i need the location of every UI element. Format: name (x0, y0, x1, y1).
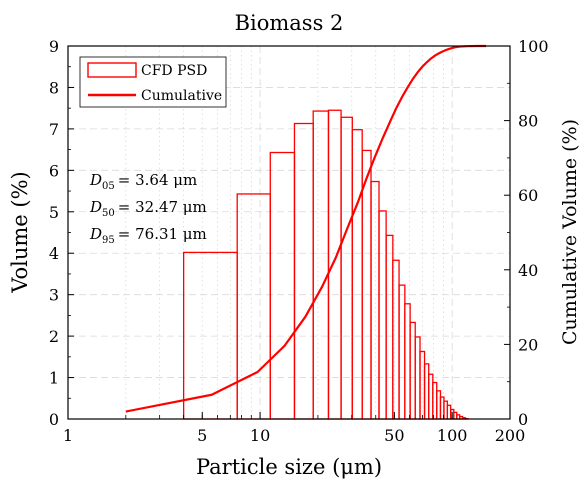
psd-bar (236, 193, 271, 420)
y2-tick-label-80: 80 (518, 112, 538, 131)
legend-bar-swatch (87, 62, 137, 78)
annotation-d95-symbol: D (89, 225, 102, 243)
psd-bar (351, 129, 363, 420)
x-tick-label-10: 10 (250, 426, 270, 445)
annotation-d50-sub: 50 (102, 208, 115, 219)
cumulative-line (125, 44, 486, 413)
cumulative-line-group (125, 44, 486, 413)
psd-bar (419, 350, 426, 420)
y-tick-label-2: 2 (49, 327, 59, 346)
x-tick-label-100: 100 (437, 426, 468, 445)
y2-axis-label: Cumulative Volume (%) (559, 119, 581, 345)
annotation-d05-symbol: D (89, 171, 102, 189)
y2-tick-label-60: 60 (518, 186, 538, 205)
y-tick-label-8: 8 (49, 78, 59, 97)
y-tick-label-9: 9 (49, 37, 59, 56)
psd-bar (370, 180, 380, 420)
chart-title: Biomass 2 (235, 11, 344, 35)
psd-bar (392, 259, 400, 420)
annotation-d95-sub: 95 (102, 235, 115, 246)
psd-bar (385, 234, 394, 420)
legend-label-psd: CFD PSD (141, 63, 207, 79)
psd-bar (340, 116, 353, 420)
legend: CFD PSD Cumulative (79, 56, 227, 108)
psd-bar (414, 336, 421, 420)
y-tick-label-0: 0 (49, 410, 59, 429)
y-tick-label-7: 7 (49, 120, 59, 139)
annotation-d05: D05 = 3.64 μm (89, 171, 197, 192)
y2-tick-label-100: 100 (518, 37, 549, 56)
psd-bar (378, 210, 387, 420)
y-tick-label-5: 5 (49, 203, 59, 222)
psd-bar (404, 303, 411, 420)
y2-tick-label-40: 40 (518, 261, 538, 280)
x-tick-label-1: 1 (63, 426, 73, 445)
annotation-d95-value: = 76.31 μm (118, 225, 207, 243)
y2-tick-label-0: 0 (518, 410, 528, 429)
annotation-d95: D95 = 76.31 μm (89, 225, 207, 246)
psd-bar (293, 122, 314, 420)
psd-bar (361, 149, 372, 420)
tick-marks (67, 45, 511, 420)
psd-bar (269, 151, 296, 420)
y-tick-label-4: 4 (49, 244, 59, 263)
y-tick-label-1: 1 (49, 369, 59, 388)
psd-bar (398, 284, 406, 420)
y-tick-label-6: 6 (49, 161, 59, 180)
x-tick-label-5: 5 (197, 426, 207, 445)
annotation-d05-value: = 3.64 μm (118, 171, 197, 189)
diameter-annotations: D05 = 3.64 μm D50 = 32.47 μm D95 = 76.31 μm (89, 171, 207, 246)
x-tick-label-50: 50 (384, 426, 404, 445)
annotation-d05-sub: 05 (102, 181, 115, 192)
x-tick-label-200: 200 (495, 426, 526, 445)
psd-bar (312, 110, 330, 420)
y2-tick-label-20: 20 (518, 335, 538, 354)
annotation-d50: D50 = 32.47 μm (89, 198, 207, 219)
y-tick-label-3: 3 (49, 286, 59, 305)
annotation-d50-symbol: D (89, 198, 102, 216)
annotation-d50-value: = 32.47 μm (118, 198, 207, 216)
legend-label-cumulative: Cumulative (141, 88, 222, 104)
y-axis-label: Volume (%) (8, 171, 32, 293)
x-axis-label: Particle size (μm) (196, 455, 382, 479)
psd-bar (327, 109, 342, 420)
psd-bar (409, 321, 416, 420)
